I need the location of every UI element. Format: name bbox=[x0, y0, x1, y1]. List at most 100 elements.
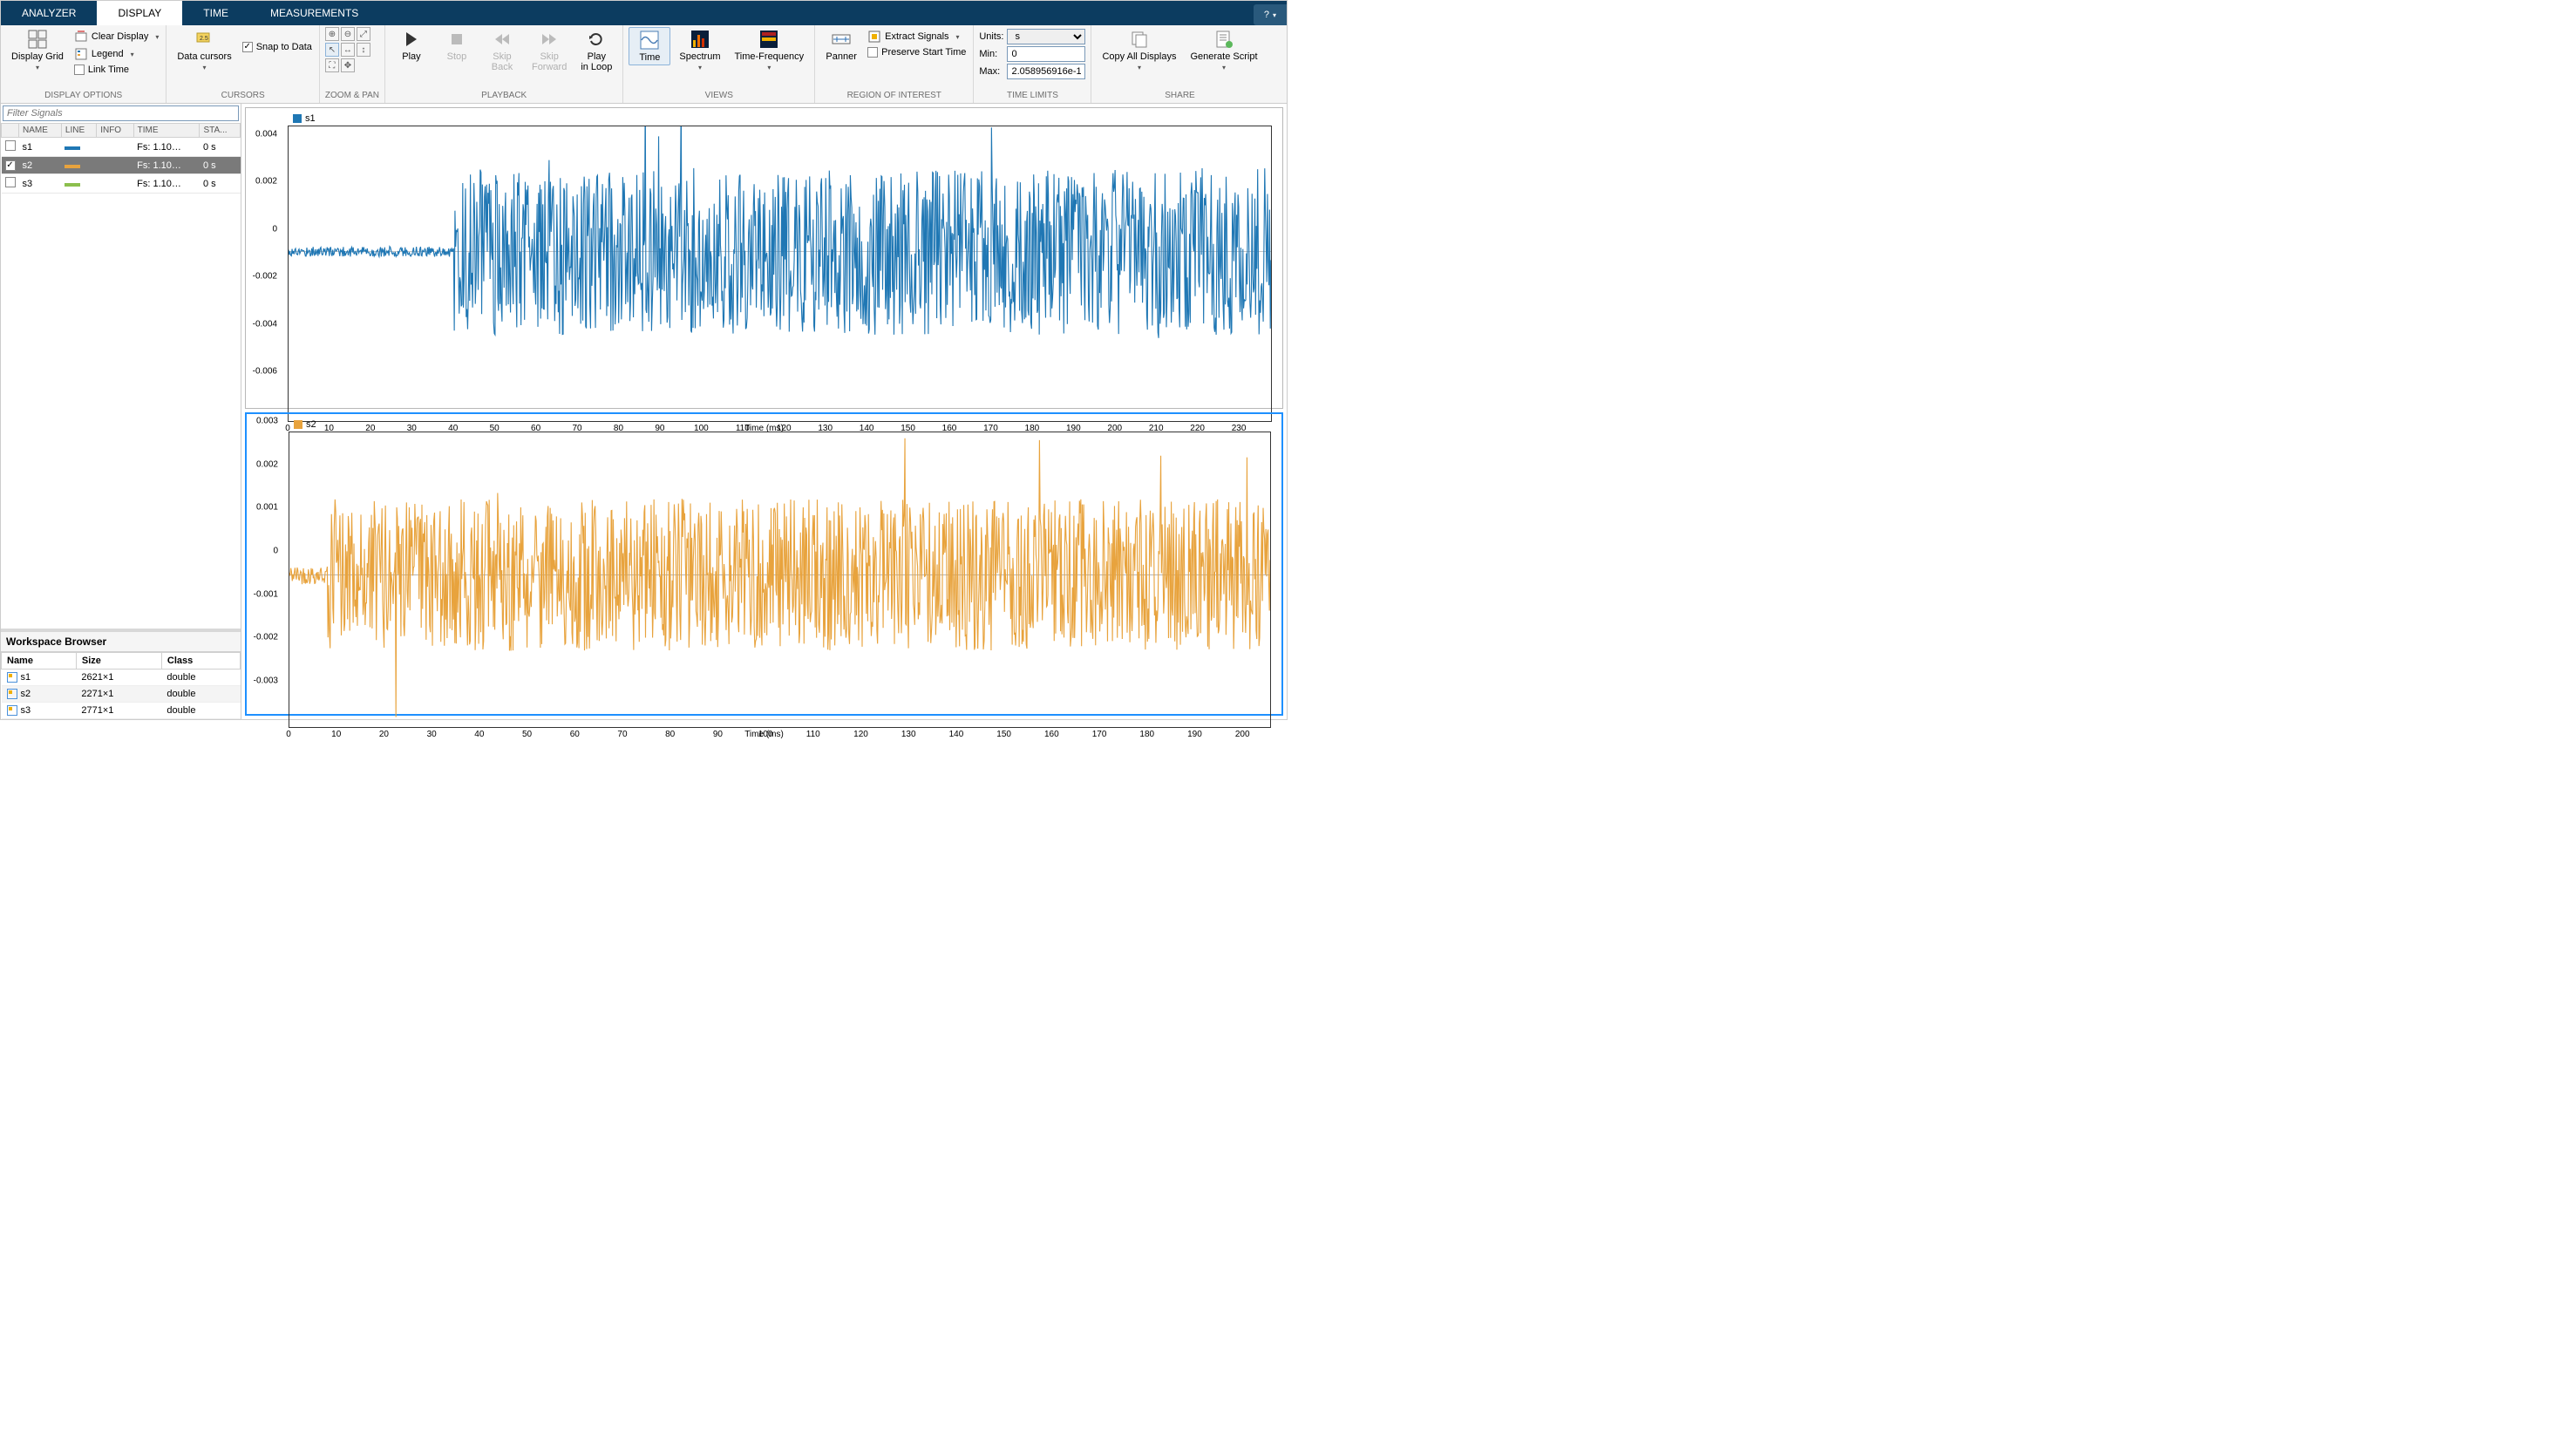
generate-script-button[interactable]: Generate Script▾ bbox=[1185, 27, 1262, 73]
pan-icon[interactable]: ✥ bbox=[341, 58, 355, 72]
data-cursors-button[interactable]: 2.5 Data cursors ▾ bbox=[172, 27, 236, 73]
checkbox-icon bbox=[242, 42, 253, 52]
skip-fwd-label: Skip Forward bbox=[532, 51, 567, 72]
filter-signals-input[interactable] bbox=[3, 105, 239, 121]
legend-label: Legend bbox=[92, 49, 124, 59]
group-label-playback: PLAYBACK bbox=[391, 89, 617, 103]
clear-display-button[interactable]: Clear Display bbox=[72, 29, 160, 44]
max-input[interactable] bbox=[1007, 64, 1085, 79]
workspace-row[interactable]: s32771×1double bbox=[2, 702, 241, 718]
display-grid-button[interactable]: Display Grid ▾ bbox=[6, 27, 69, 73]
variable-icon bbox=[7, 705, 17, 716]
plot-area: s1 -0.006-0.004-0.00200.0020.004 0102030… bbox=[241, 104, 1287, 719]
zoom-xy-icon[interactable]: ⤢ bbox=[357, 27, 370, 41]
play-loop-button[interactable]: Play in Loop bbox=[575, 27, 617, 74]
min-input[interactable] bbox=[1007, 46, 1085, 62]
variable-icon bbox=[7, 689, 17, 699]
skip-back-label: Skip Back bbox=[492, 51, 513, 72]
snap-to-data-checkbox[interactable]: Snap to Data bbox=[241, 41, 314, 53]
checkbox-icon[interactable] bbox=[5, 140, 16, 151]
clear-display-label: Clear Display bbox=[92, 31, 148, 42]
legend-swatch-s1 bbox=[293, 114, 302, 123]
plot-panel-s1[interactable]: s1 -0.006-0.004-0.00200.0020.004 0102030… bbox=[245, 107, 1283, 409]
time-freq-button[interactable]: Time-Frequency▾ bbox=[729, 27, 809, 73]
stop-label: Stop bbox=[447, 51, 467, 62]
signal-row[interactable]: s2 Fs: 1.10…0 s bbox=[2, 157, 241, 174]
zoom-in-icon[interactable]: ⊕ bbox=[325, 27, 339, 41]
signal-analyzer-app: ANALYZER DISPLAY TIME MEASUREMENTS ? Dis… bbox=[0, 0, 1288, 720]
plot-canvas-s1 bbox=[288, 126, 1272, 422]
main-area: NAMELINEINFOTIMESTA... s1 Fs: 1.10…0 s s… bbox=[1, 104, 1287, 719]
help-button[interactable]: ? bbox=[1254, 4, 1287, 25]
workspace-title: Workspace Browser bbox=[1, 632, 241, 652]
fit-icon[interactable]: ⛶ bbox=[325, 58, 339, 72]
workspace-row[interactable]: s12621×1double bbox=[2, 669, 241, 685]
zoom-out-icon[interactable]: ⊖ bbox=[341, 27, 355, 41]
pointer-icon[interactable]: ↖ bbox=[325, 43, 339, 57]
legend-button[interactable]: Legend bbox=[72, 46, 160, 62]
snap-label: Snap to Data bbox=[256, 42, 312, 52]
panner-button[interactable]: Panner bbox=[820, 27, 862, 64]
extract-icon bbox=[867, 30, 881, 44]
time-view-button[interactable]: Time bbox=[629, 27, 670, 65]
spectrum-label: Spectrum bbox=[679, 51, 720, 62]
group-label-roi: REGION OF INTEREST bbox=[820, 89, 968, 103]
group-label-limits: TIME LIMITS bbox=[979, 89, 1085, 103]
plot-canvas-s2 bbox=[289, 432, 1271, 728]
ribbon-group-zoom-pan: ⊕ ⊖ ⤢ ↖ ↔ ↕ ⛶ ✥ ZOOM & PAN bbox=[320, 25, 385, 103]
legend-text-s1: s1 bbox=[305, 113, 316, 124]
ribbon-group-share: Copy All Displays▾ Generate Script▾ SHAR… bbox=[1091, 25, 1268, 103]
checkbox-icon[interactable] bbox=[5, 177, 16, 187]
loop-label: Play in Loop bbox=[581, 51, 612, 72]
stop-button[interactable]: Stop bbox=[436, 27, 478, 64]
skip-fwd-button[interactable]: Skip Forward bbox=[527, 27, 572, 74]
link-time-checkbox[interactable]: Link Time bbox=[72, 64, 160, 76]
units-label: Units: bbox=[979, 31, 1003, 42]
zoom-y-icon[interactable]: ↕ bbox=[357, 43, 370, 57]
play-button[interactable]: Play bbox=[391, 27, 432, 64]
workspace-row[interactable]: s22271×1double bbox=[2, 685, 241, 702]
workspace-table: NameSizeClass s12621×1doubles22271×1doub… bbox=[1, 652, 241, 719]
tab-display[interactable]: DISPLAY bbox=[97, 1, 182, 25]
signal-table-panel: NAMELINEINFOTIMESTA... s1 Fs: 1.10…0 s s… bbox=[1, 123, 241, 629]
signal-row[interactable]: s3 Fs: 1.10…0 s bbox=[2, 174, 241, 194]
min-label: Min: bbox=[979, 49, 1003, 59]
zoom-pan-icons: ⊕ ⊖ ⤢ ↖ ↔ ↕ ⛶ ✥ bbox=[325, 27, 370, 72]
preserve-start-checkbox[interactable]: Preserve Start Time bbox=[866, 46, 968, 58]
tab-time[interactable]: TIME bbox=[182, 1, 249, 25]
group-label-zoom: ZOOM & PAN bbox=[325, 89, 379, 103]
checkbox-icon bbox=[867, 47, 878, 58]
spectrum-button[interactable]: Spectrum▾ bbox=[674, 27, 725, 73]
left-panel: NAMELINEINFOTIMESTA... s1 Fs: 1.10…0 s s… bbox=[1, 104, 241, 719]
y-axis-s1: -0.006-0.004-0.00200.0020.004 bbox=[246, 115, 281, 384]
checkbox-icon bbox=[74, 65, 85, 75]
tab-measurements[interactable]: MEASUREMENTS bbox=[249, 1, 379, 25]
y-axis-s2: -0.003-0.002-0.00100.0010.0020.003 bbox=[247, 421, 282, 690]
stop-icon bbox=[446, 29, 467, 50]
link-time-label: Link Time bbox=[88, 65, 129, 75]
time-view-label: Time bbox=[639, 52, 660, 63]
panner-label: Panner bbox=[826, 51, 856, 62]
skip-fwd-icon bbox=[539, 29, 560, 50]
panner-icon bbox=[831, 29, 852, 50]
tab-analyzer[interactable]: ANALYZER bbox=[1, 1, 97, 25]
signal-table: NAMELINEINFOTIMESTA... s1 Fs: 1.10…0 s s… bbox=[1, 123, 241, 194]
display-grid-label: Display Grid bbox=[11, 51, 64, 62]
extract-signals-button[interactable]: Extract Signals bbox=[866, 29, 968, 44]
skip-back-button[interactable]: Skip Back bbox=[481, 27, 523, 74]
signal-row[interactable]: s1 Fs: 1.10…0 s bbox=[2, 138, 241, 157]
spectrum-icon bbox=[690, 29, 710, 50]
plot-panel-s2[interactable]: s2 -0.003-0.002-0.00100.0010.0020.003 01… bbox=[245, 412, 1283, 716]
time-freq-icon bbox=[758, 29, 779, 50]
svg-text:2.5: 2.5 bbox=[200, 36, 208, 42]
copy-displays-button[interactable]: Copy All Displays▾ bbox=[1097, 27, 1181, 73]
loop-icon bbox=[586, 29, 607, 50]
help-icon: ? bbox=[1264, 10, 1269, 20]
zoom-x-icon[interactable]: ↔ bbox=[341, 43, 355, 57]
ribbon-group-playback: Play Stop Skip Back Skip Forward Play in… bbox=[385, 25, 623, 103]
max-label: Max: bbox=[979, 66, 1003, 77]
ribbon-group-display-options: Display Grid ▾ Clear Display Legend bbox=[1, 25, 167, 103]
units-select[interactable]: s bbox=[1007, 29, 1085, 44]
checkbox-icon[interactable] bbox=[5, 160, 16, 171]
ribbon-toolbar: Display Grid ▾ Clear Display Legend bbox=[1, 25, 1287, 104]
